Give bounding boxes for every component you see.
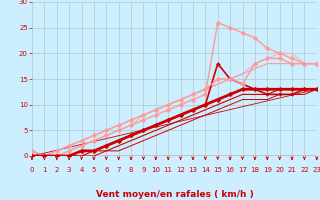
X-axis label: Vent moyen/en rafales ( km/h ): Vent moyen/en rafales ( km/h ) — [96, 190, 253, 199]
